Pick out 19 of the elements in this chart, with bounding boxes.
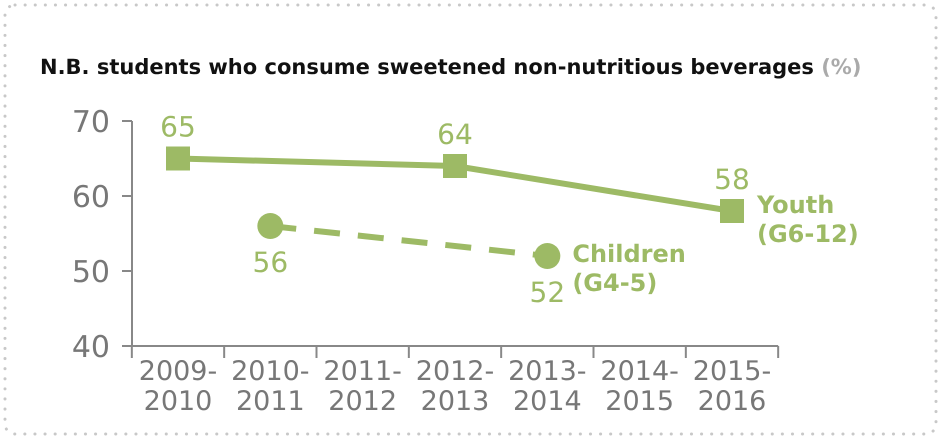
chart-title: N.B. students who consume sweetened non-nutritious beverages (%) xyxy=(40,55,862,79)
x-tick-label: 2015-2016 xyxy=(692,356,772,417)
y-tick-label: 50 xyxy=(72,255,110,290)
data-label: 56 xyxy=(252,246,288,279)
x-tick-label: 2010-2011 xyxy=(231,356,310,417)
y-tick-label: 70 xyxy=(72,105,110,140)
x-tick-label: 2013-2014 xyxy=(508,356,587,417)
x-tick-label: 2011-2012 xyxy=(323,356,402,417)
data-label: 64 xyxy=(437,118,473,151)
y-tick-label: 60 xyxy=(72,180,110,215)
data-label: 58 xyxy=(714,163,750,196)
x-tick-label: 2012-2013 xyxy=(416,356,494,417)
series-label: Children (G4-5) xyxy=(572,240,686,297)
data-label: 52 xyxy=(530,276,566,309)
x-tick-label: 2009-2010 xyxy=(138,356,218,417)
x-tick-label: 2014-2015 xyxy=(600,356,679,417)
y-tick-label: 40 xyxy=(72,330,110,365)
series-label: Youth (G6-12) xyxy=(756,191,859,248)
data-label: 65 xyxy=(160,110,196,144)
